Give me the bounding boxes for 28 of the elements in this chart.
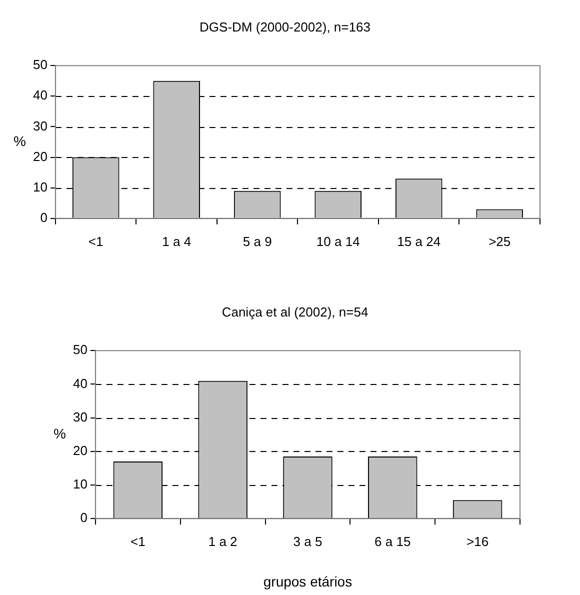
x-tick-label: 3 a 5 xyxy=(293,534,322,549)
x-tick-label: 1 a 4 xyxy=(162,234,192,249)
x-tick-label: 10 a 14 xyxy=(316,234,360,249)
x-tick-label: <1 xyxy=(130,534,146,549)
y-axis-title: % xyxy=(14,132,26,149)
chart-title: DGS-DM (2000-2002), n=163 xyxy=(200,19,370,34)
y-tick-label: 40 xyxy=(32,88,48,103)
y-tick-label: 30 xyxy=(32,118,48,134)
y-tick-label: 10 xyxy=(72,476,88,492)
y-tick-label: 20 xyxy=(32,148,48,164)
y-tick-label: 20 xyxy=(72,442,88,458)
x-tick-label: 5 a 9 xyxy=(242,234,272,249)
x-tick-label: 15 a 24 xyxy=(397,234,441,249)
x-tick-label: 6 a 15 xyxy=(374,534,411,549)
y-tick-label: 10 xyxy=(32,179,48,194)
x-axis-title: grupos etários xyxy=(263,573,352,590)
x-tick-label: <1 xyxy=(88,234,104,249)
y-tick-label: 0 xyxy=(40,210,48,225)
chart-title: Caniça et al (2002), n=54 xyxy=(222,304,368,320)
x-tick-label: >16 xyxy=(466,534,489,549)
y-tick-label: 50 xyxy=(72,342,88,358)
y-tick-label: 50 xyxy=(32,57,48,72)
y-tick-label: 0 xyxy=(80,510,88,526)
x-tick-label: >25 xyxy=(488,234,511,249)
y-tick-label: 30 xyxy=(72,409,88,424)
y-tick-label: 40 xyxy=(72,376,88,391)
x-tick-label: 1 a 2 xyxy=(208,534,238,549)
y-axis-title: % xyxy=(54,425,66,442)
